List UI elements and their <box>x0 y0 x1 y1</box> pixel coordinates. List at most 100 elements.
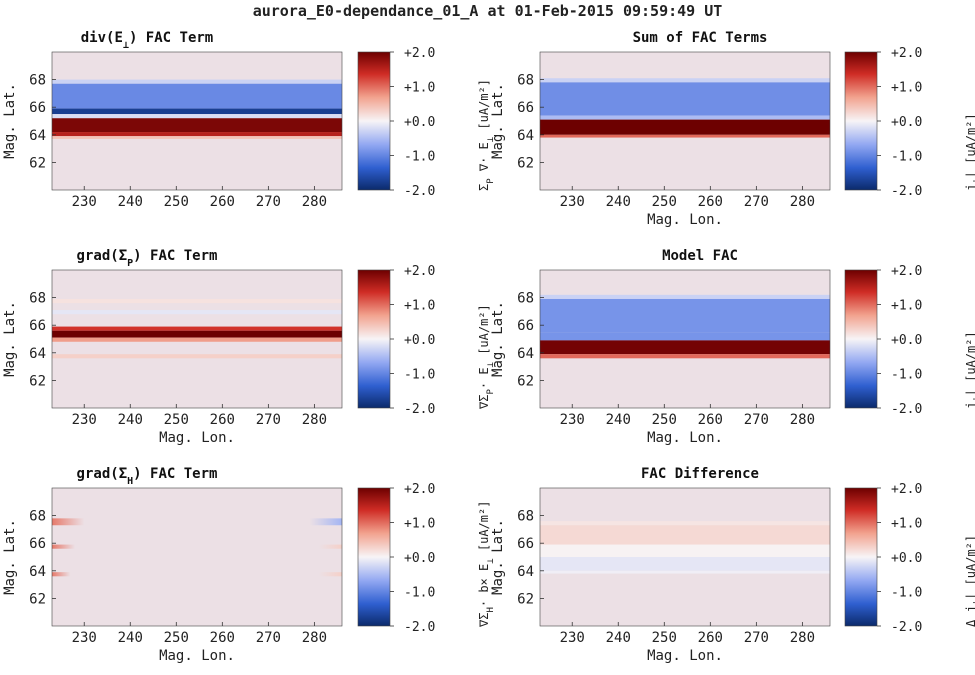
chart-panel-1: 230 240 250 260 270 280 62 64 66 68 Mag. Lat. div(E… <box>2 30 496 210</box>
y-tick-label: 68 <box>517 291 534 307</box>
y-axis-label: Mag. Lat. <box>2 83 18 159</box>
heatmap-band <box>540 134 830 138</box>
heatmap-patch <box>318 544 342 549</box>
colorbar-tick-label: +1.0 <box>891 517 922 532</box>
x-axis-label: Mag. Lon. <box>159 430 235 446</box>
x-axis-label: Mag. Lon. <box>647 430 723 446</box>
colorbar-tick-label: +2.0 <box>891 482 922 497</box>
y-tick-label: 66 <box>29 536 46 552</box>
colorbar-tick-label: -2.0 <box>404 184 435 199</box>
colorbar-tick-label: -1.0 <box>891 586 922 601</box>
colorbar <box>844 51 878 191</box>
colorbar <box>357 487 391 627</box>
x-tick-label: 280 <box>790 630 815 646</box>
y-axis-label: Mag. Lat. <box>490 83 506 159</box>
heatmap-band <box>540 332 830 341</box>
x-tick-label: 240 <box>606 412 631 428</box>
heatmap-band <box>52 114 342 119</box>
y-tick-label: 64 <box>29 346 46 362</box>
x-tick-label: 240 <box>118 194 143 210</box>
x-tick-label: 270 <box>256 630 281 646</box>
chart-panel-4: 230 240 250 260 270 280 62 64 66 68 Mag. Lon. Mag. … <box>490 248 975 446</box>
x-tick-label: 230 <box>72 412 97 428</box>
colorbar-label: ΣP ∇· E⊥ [uA/m²] <box>477 79 496 191</box>
colorbar-label: ∇ΣP· E⊥ [uA/m²] <box>477 304 496 410</box>
axes-frame <box>51 487 343 627</box>
y-tick-label: 66 <box>517 536 534 552</box>
colorbar <box>844 487 878 627</box>
colorbar-tick-label: -1.0 <box>891 368 922 383</box>
x-tick-label: 280 <box>302 194 327 210</box>
colorbar-tick-label: -2.0 <box>891 184 922 199</box>
heatmap-patch <box>309 518 342 526</box>
heatmap-band <box>540 294 830 299</box>
heatmap-band <box>52 354 342 359</box>
colorbar-tick-label: +0.0 <box>891 333 922 348</box>
heatmap-band <box>52 118 342 133</box>
x-tick-label: 240 <box>118 630 143 646</box>
colorbar-label: j|| [uA/m²] <box>964 331 975 409</box>
y-tick-label: 62 <box>517 155 534 171</box>
x-tick-label: 240 <box>118 412 143 428</box>
heatmap-band <box>540 525 830 545</box>
x-tick-label: 230 <box>560 194 585 210</box>
x-tick-label: 240 <box>606 630 631 646</box>
y-tick-label: 62 <box>29 591 46 607</box>
chart-title: Sum of FAC Terms <box>633 30 768 46</box>
x-tick-label: 270 <box>256 412 281 428</box>
heatmap-band <box>52 83 342 109</box>
colorbar-tick-label: +2.0 <box>404 46 435 61</box>
x-tick-label: 230 <box>560 412 585 428</box>
colorbar <box>357 51 391 191</box>
y-tick-label: 62 <box>517 591 534 607</box>
x-axis-label: Mag. Lon. <box>159 648 235 664</box>
y-tick-label: 68 <box>29 291 46 307</box>
colorbar-tick-label: -2.0 <box>891 402 922 417</box>
y-tick-label: 68 <box>517 73 534 89</box>
y-tick-label: 66 <box>517 100 534 116</box>
chart-panel-5: 230 240 250 260 270 280 62 64 66 68 Mag. Lon. Mag. … <box>2 466 496 664</box>
colorbar <box>844 269 878 409</box>
x-tick-label: 250 <box>164 412 189 428</box>
colorbar-tick-label: -2.0 <box>404 620 435 635</box>
heatmap-patch <box>52 544 76 549</box>
colorbar-tick-label: -2.0 <box>891 620 922 635</box>
heatmap-band <box>540 82 830 116</box>
x-tick-label: 260 <box>698 630 723 646</box>
axes-frame <box>51 51 343 191</box>
x-axis-label: Mag. Lon. <box>647 648 723 664</box>
colorbar-tick-label: +2.0 <box>404 482 435 497</box>
colorbar-tick-label: +1.0 <box>404 517 435 532</box>
heatmap-band <box>52 79 342 84</box>
colorbar-tick-label: +1.0 <box>404 81 435 96</box>
x-tick-label: 270 <box>744 194 769 210</box>
heatmap-band <box>540 570 830 574</box>
axes-frame <box>51 269 343 409</box>
y-axis-label: Mag. Lat. <box>2 519 18 595</box>
x-tick-label: 240 <box>606 194 631 210</box>
heatmap-band <box>540 557 830 571</box>
colorbar <box>357 269 391 409</box>
colorbar-label: Δ j|| [uA/m²] <box>964 535 975 627</box>
colorbar-tick-label: -2.0 <box>404 402 435 417</box>
heatmap-patch <box>52 572 71 577</box>
y-axis-label: Mag. Lat. <box>490 301 506 377</box>
chart-title: grad(ΣP) FAC Term <box>77 248 218 269</box>
heatmap-band <box>540 354 830 359</box>
x-tick-label: 250 <box>652 412 677 428</box>
colorbar-tick-label: +1.0 <box>891 81 922 96</box>
heatmap-band <box>52 132 342 137</box>
axes-frame <box>539 269 831 409</box>
heatmap-band <box>52 330 342 338</box>
x-tick-label: 270 <box>744 630 769 646</box>
y-tick-label: 64 <box>517 346 534 362</box>
x-tick-label: 230 <box>560 630 585 646</box>
x-tick-label: 250 <box>164 630 189 646</box>
x-tick-label: 260 <box>698 412 723 428</box>
x-tick-label: 270 <box>256 194 281 210</box>
heatmap-band <box>52 136 342 139</box>
y-tick-label: 64 <box>517 564 534 580</box>
x-tick-label: 280 <box>790 412 815 428</box>
x-tick-label: 280 <box>302 630 327 646</box>
